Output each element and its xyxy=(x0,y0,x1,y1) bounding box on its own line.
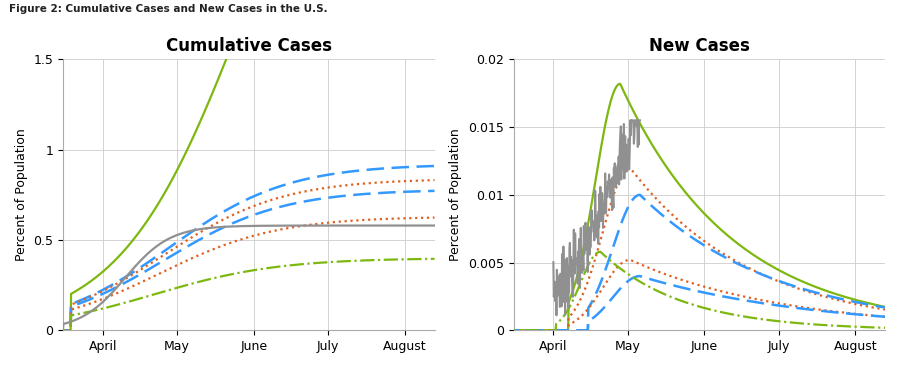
Text: Figure 2: Cumulative Cases and New Cases in the U.S.: Figure 2: Cumulative Cases and New Cases… xyxy=(9,4,328,14)
Y-axis label: Percent of Population: Percent of Population xyxy=(15,128,28,261)
Y-axis label: Percent of Population: Percent of Population xyxy=(449,128,463,261)
Title: Cumulative Cases: Cumulative Cases xyxy=(166,37,332,55)
Title: New Cases: New Cases xyxy=(649,37,750,55)
